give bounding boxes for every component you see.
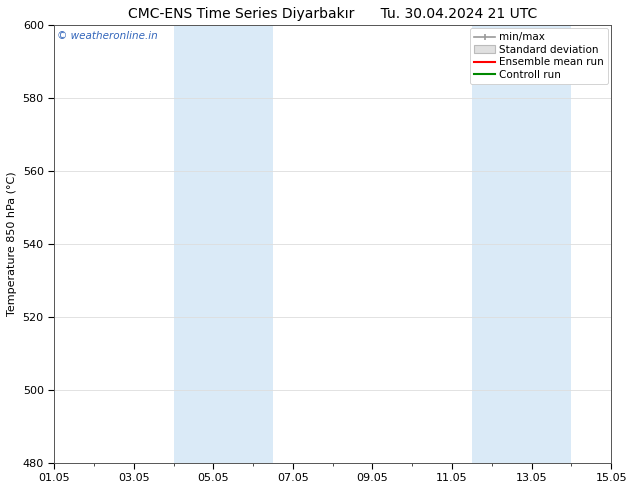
Y-axis label: Temperature 850 hPa (°C): Temperature 850 hPa (°C) [7, 172, 17, 316]
Text: © weatheronline.in: © weatheronline.in [57, 31, 158, 42]
Legend: min/max, Standard deviation, Ensemble mean run, Controll run: min/max, Standard deviation, Ensemble me… [470, 28, 608, 84]
Bar [472, 25, 571, 463]
Bar [174, 25, 273, 463]
Title: CMC-ENS Time Series Diyarbakır      Tu. 30.04.2024 21 UTC: CMC-ENS Time Series Diyarbakır Tu. 30.04… [128, 7, 538, 21]
